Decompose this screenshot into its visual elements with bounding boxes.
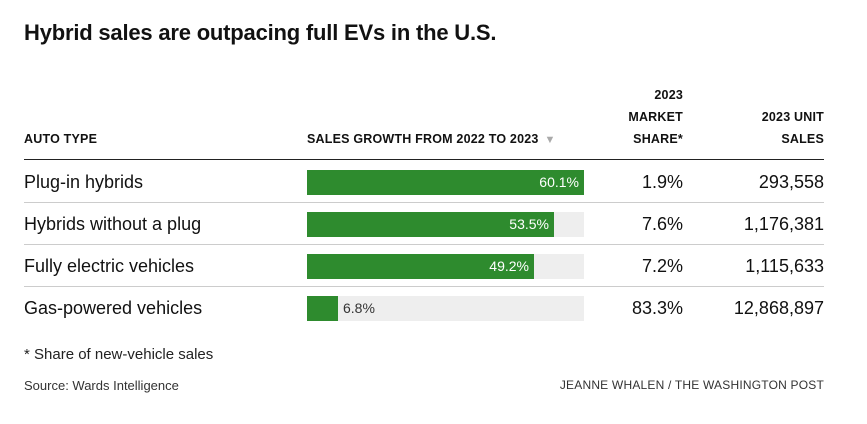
column-header-auto-type: AUTO TYPE [24, 132, 98, 146]
credit-line: JEANNE WHALEN / THE WASHINGTON POST [559, 378, 824, 392]
unit-sales-value: 1,176,381 [743, 214, 824, 234]
growth-bar [307, 296, 338, 321]
growth-bar-track: 60.1% [307, 170, 584, 195]
market-share-value: 1.9% [641, 172, 683, 192]
column-header-unit-sales-line2: SALES [781, 132, 824, 146]
auto-type-label: Hybrids without a plug [24, 214, 202, 234]
table-row: Gas-powered vehicles 6.8% 83.3% 12,868,897 [24, 287, 824, 329]
growth-bar-track: 49.2% [307, 254, 584, 279]
column-header-market-share-line1: 2023 [654, 88, 683, 102]
growth-bar-label: 49.2% [489, 258, 529, 274]
column-header-market-share-line3: SHARE* [633, 132, 683, 146]
header-divider [24, 159, 824, 160]
source-note: Source: Wards Intelligence [24, 378, 179, 393]
auto-type-label: Fully electric vehicles [24, 256, 195, 276]
growth-bar-label: 6.8% [343, 300, 375, 316]
table-row: Hybrids without a plug 53.5% 7.6% 1,176,381 [24, 203, 824, 245]
footnote: * Share of new-vehicle sales [24, 346, 214, 363]
table-row: Fully electric vehicles 49.2% 7.2% 1,115,63… [24, 245, 824, 287]
auto-type-label: Plug-in hybrids [24, 172, 144, 192]
column-header-unit-sales: 2023 UNIT SALES [762, 106, 824, 150]
column-header-sales-growth-label: SALES GROWTH FROM 2022 TO 2023 [307, 132, 539, 146]
chart-title: Hybrid sales are outpacing full EVs in t… [24, 20, 497, 45]
growth-bar [307, 212, 554, 237]
unit-sales-value: 1,115,633 [745, 256, 824, 276]
auto-type-label: Gas-powered vehicles [24, 298, 203, 318]
growth-bar-label: 60.1% [539, 174, 579, 190]
column-header-sales-growth[interactable]: SALES GROWTH FROM 2022 TO 2023 ▼ [307, 128, 556, 151]
market-share-value: 83.3% [631, 298, 683, 318]
market-share-value: 7.2% [641, 256, 683, 276]
growth-bar-track: 6.8% [307, 296, 584, 321]
unit-sales-value: 12,868,897 [733, 298, 824, 318]
column-header-unit-sales-line1: 2023 UNIT [761, 110, 824, 124]
unit-sales-value: 293,558 [758, 172, 824, 192]
table-row: Plug-in hybrids 60.1% 1.9% 293,558 [24, 161, 824, 203]
sort-down-icon[interactable]: ▼ [544, 134, 556, 146]
column-header-market-share-line2: MARKET [628, 110, 683, 124]
growth-bar [307, 254, 534, 279]
market-share-value: 7.6% [641, 214, 683, 234]
growth-bar-track: 53.5% [307, 212, 584, 237]
growth-bar [307, 170, 584, 195]
column-header-market-share: 2023 MARKET SHARE* [628, 84, 683, 150]
growth-bar-label: 53.5% [509, 216, 549, 232]
